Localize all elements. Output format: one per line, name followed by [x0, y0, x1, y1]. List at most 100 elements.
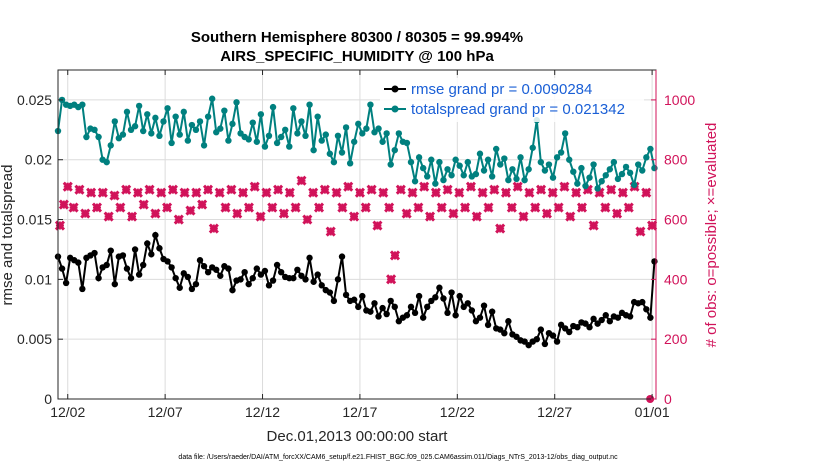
rmse-point — [140, 261, 147, 269]
totalspread-point — [342, 124, 350, 131]
obs-marker — [518, 211, 529, 222]
rmse-point — [273, 261, 281, 269]
rmse-point — [79, 285, 86, 293]
obs-marker — [126, 211, 138, 222]
totalspread-point — [517, 154, 524, 161]
rmse-point — [464, 300, 472, 307]
totalspread-point — [346, 160, 354, 167]
totalspread-point — [350, 138, 358, 145]
totalspread-point — [152, 114, 159, 122]
totalspread-point — [432, 180, 439, 187]
obs-marker — [74, 184, 85, 195]
rmse-point — [253, 265, 261, 272]
totalspread-point — [83, 133, 90, 141]
totalspread-point — [626, 169, 634, 177]
totalspread-point — [95, 133, 102, 141]
rmse-point — [184, 273, 192, 281]
y-right-tick-label: 1000 — [664, 92, 695, 108]
rmse-point — [213, 266, 220, 273]
obs-marker — [512, 181, 523, 192]
rmse-point — [131, 246, 139, 253]
obs-marker — [261, 187, 272, 198]
totalspread-point — [509, 166, 516, 173]
rmse-point — [614, 314, 622, 321]
obs-marker — [202, 184, 214, 195]
y-right-tick-label: 800 — [664, 152, 688, 168]
totalspread-point — [156, 132, 163, 139]
rmse-point — [188, 285, 196, 293]
rmse-point — [95, 274, 102, 282]
rmse-point — [647, 314, 654, 321]
totalspread-point — [204, 113, 212, 120]
rmse-point — [152, 231, 159, 239]
totalspread-point — [375, 125, 382, 132]
obs-marker — [436, 202, 447, 213]
rmse-point — [651, 258, 658, 265]
totalspread-point — [245, 136, 252, 143]
obs-marker — [86, 187, 97, 198]
obs-marker — [313, 202, 325, 213]
rmse-point — [359, 292, 366, 300]
totalspread-point — [424, 173, 431, 180]
rmse-point — [639, 298, 646, 306]
totalspread-line — [57, 97, 656, 192]
rmse-point — [302, 276, 309, 283]
rmse-point — [541, 340, 549, 348]
rmse-point — [107, 247, 114, 254]
rmse-point — [127, 274, 135, 282]
obs-marker — [460, 202, 471, 213]
rmse-point — [310, 278, 317, 285]
obs-marker — [208, 223, 219, 234]
rmse-point — [192, 280, 200, 288]
data-file-footnote: data file: /Users/raeder/DAI/ATM_forcXX/… — [178, 454, 618, 461]
totalspread-point — [359, 130, 366, 137]
x-tick-label: 01/01 — [635, 404, 670, 420]
obs-marker — [354, 187, 365, 198]
totalspread-point — [570, 168, 577, 175]
obs-marker — [343, 181, 354, 192]
obs-marker — [565, 211, 576, 222]
obs-marker — [606, 184, 617, 195]
rmse-point — [480, 302, 488, 309]
totalspread-point — [334, 132, 342, 139]
x-tick-label: 12/12 — [245, 404, 280, 420]
rmse-point — [245, 280, 252, 288]
obs-marker — [454, 187, 465, 198]
totalspread-point — [79, 101, 86, 108]
obs-marker — [372, 220, 383, 231]
obs-marker — [506, 202, 517, 213]
y-axis-left-label: rmse and totalspread — [0, 165, 16, 306]
obs-marker — [308, 187, 319, 198]
obs-marker — [611, 208, 623, 219]
rmse-point — [330, 297, 338, 305]
totalspread-point — [140, 127, 147, 135]
rmse-point — [217, 272, 224, 279]
obs-marker — [553, 202, 564, 213]
totalspread-point — [549, 174, 557, 181]
legend-rmse-label: rmse grand pr = 0.0090284 — [411, 81, 592, 98]
totalspread-point — [464, 158, 472, 166]
rmse-line — [57, 231, 656, 348]
obs-marker — [284, 187, 295, 198]
totalspread-point — [602, 172, 609, 179]
totalspread-point — [379, 138, 386, 145]
obs-marker — [103, 211, 114, 222]
totalspread-point — [326, 150, 334, 157]
totalspread-point — [639, 167, 646, 174]
totalspread-point — [148, 130, 155, 137]
obs-marker — [62, 181, 73, 192]
obs-marker — [384, 202, 395, 213]
rmse-point — [606, 318, 614, 325]
rmse-point — [598, 316, 605, 324]
rmse-point — [241, 268, 248, 276]
rmse-point — [91, 249, 98, 257]
obs-marker — [401, 208, 412, 219]
rmse-point — [225, 265, 232, 272]
totalspread-point — [582, 182, 589, 190]
totalspread-point — [545, 161, 553, 168]
obs-marker — [249, 181, 260, 192]
obs-marker — [214, 187, 225, 198]
rmse-point — [119, 252, 127, 259]
totalspread-point — [302, 132, 309, 139]
